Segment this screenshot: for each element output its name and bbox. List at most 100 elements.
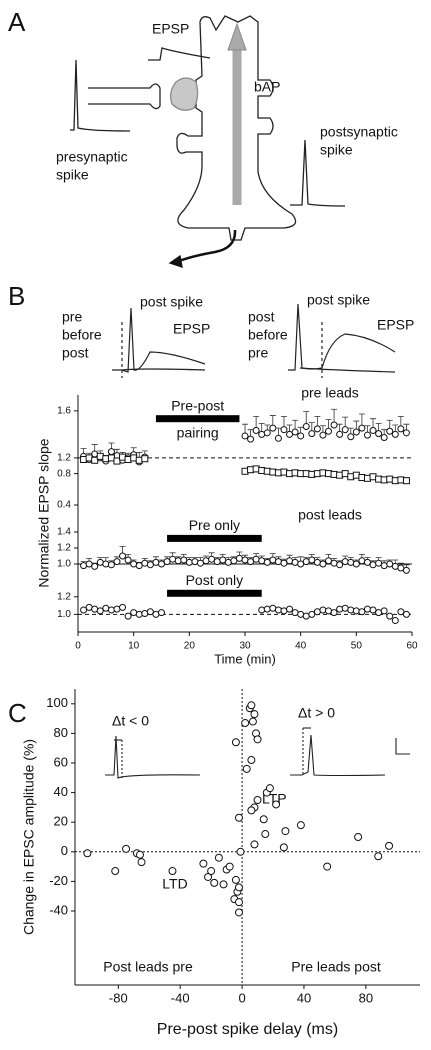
point bbox=[168, 867, 177, 876]
point bbox=[169, 555, 177, 563]
point bbox=[325, 557, 332, 565]
point bbox=[308, 556, 316, 564]
point bbox=[253, 735, 262, 744]
y-tick-label: 1.2 bbox=[57, 591, 71, 602]
protocol-bar bbox=[167, 534, 262, 542]
point bbox=[330, 609, 338, 617]
point bbox=[248, 717, 257, 726]
annotation: Post leads pre bbox=[103, 959, 193, 975]
point bbox=[247, 558, 255, 566]
point bbox=[330, 559, 338, 567]
point bbox=[214, 853, 223, 862]
x-axis-label: Time (min) bbox=[214, 651, 276, 666]
point bbox=[242, 764, 251, 773]
point bbox=[208, 555, 216, 563]
point bbox=[274, 558, 282, 566]
point bbox=[102, 560, 110, 568]
point bbox=[402, 566, 410, 574]
point bbox=[146, 608, 154, 616]
y-tick-label: 100 bbox=[46, 695, 68, 710]
point bbox=[281, 827, 290, 836]
point bbox=[247, 756, 256, 765]
y-tick-label: 1.2 bbox=[57, 543, 71, 554]
point bbox=[263, 558, 271, 566]
point bbox=[107, 561, 115, 569]
point bbox=[313, 558, 321, 566]
point bbox=[397, 608, 405, 616]
point bbox=[402, 477, 410, 485]
point bbox=[402, 610, 410, 618]
point bbox=[158, 609, 165, 617]
point bbox=[347, 558, 355, 566]
y-tick-label: 60 bbox=[54, 754, 68, 769]
x-tick-label: 40 bbox=[295, 641, 307, 652]
point bbox=[247, 435, 255, 443]
point bbox=[319, 431, 327, 439]
point bbox=[374, 852, 383, 861]
x-axis-label: Pre-post spike delay (ms) bbox=[157, 1021, 338, 1038]
x-tick-label: 50 bbox=[351, 641, 363, 652]
point bbox=[158, 560, 165, 568]
point bbox=[163, 558, 171, 566]
label: EPSP bbox=[173, 321, 210, 337]
point bbox=[236, 847, 245, 856]
annotation: LTD bbox=[162, 876, 187, 892]
point bbox=[174, 557, 182, 565]
neuron-outline bbox=[176, 15, 297, 241]
point bbox=[263, 605, 271, 613]
label: post spike bbox=[140, 294, 203, 310]
point bbox=[113, 457, 121, 465]
point bbox=[250, 710, 259, 719]
point bbox=[135, 562, 143, 570]
point bbox=[224, 558, 232, 566]
point bbox=[141, 559, 149, 567]
point bbox=[252, 555, 260, 563]
point bbox=[341, 426, 349, 434]
point bbox=[302, 423, 310, 431]
series-label: post leads bbox=[298, 507, 362, 523]
point bbox=[280, 559, 288, 567]
y-tick-label: 0.4 bbox=[57, 500, 71, 511]
panel-label: B bbox=[8, 281, 25, 311]
point bbox=[363, 558, 371, 566]
point bbox=[352, 428, 360, 436]
point bbox=[91, 456, 99, 464]
point bbox=[397, 425, 405, 433]
axon bbox=[88, 83, 161, 110]
point bbox=[234, 908, 243, 917]
annotation: Δt > 0 bbox=[298, 705, 335, 721]
label: postsynaptic bbox=[320, 124, 398, 140]
point bbox=[137, 858, 146, 867]
bar-label: Post only bbox=[186, 572, 244, 588]
x-tick-label: 40 bbox=[297, 990, 311, 1005]
point bbox=[369, 426, 377, 434]
point bbox=[111, 867, 120, 876]
point bbox=[391, 562, 399, 570]
point bbox=[375, 430, 383, 438]
point bbox=[80, 606, 88, 614]
y-tick-label: -20 bbox=[49, 873, 68, 888]
point bbox=[83, 849, 92, 858]
point bbox=[347, 606, 355, 614]
point bbox=[259, 815, 268, 824]
point bbox=[363, 431, 371, 439]
presynaptic-trace bbox=[70, 59, 131, 132]
point bbox=[319, 560, 327, 568]
x-tick-label: 0 bbox=[238, 990, 245, 1005]
x-tick-label: -40 bbox=[171, 990, 190, 1005]
point bbox=[241, 556, 249, 564]
point bbox=[274, 434, 282, 442]
point bbox=[124, 612, 132, 620]
point bbox=[336, 561, 344, 569]
point bbox=[85, 560, 93, 568]
point bbox=[325, 427, 332, 435]
neuron-diagram bbox=[70, 15, 346, 268]
panel-label: A bbox=[8, 7, 26, 37]
point bbox=[107, 448, 115, 456]
point bbox=[247, 806, 256, 815]
series-label: pre leads bbox=[301, 385, 359, 401]
point bbox=[380, 607, 388, 615]
point bbox=[230, 557, 238, 565]
inset-trace bbox=[105, 735, 201, 779]
point bbox=[291, 558, 299, 566]
